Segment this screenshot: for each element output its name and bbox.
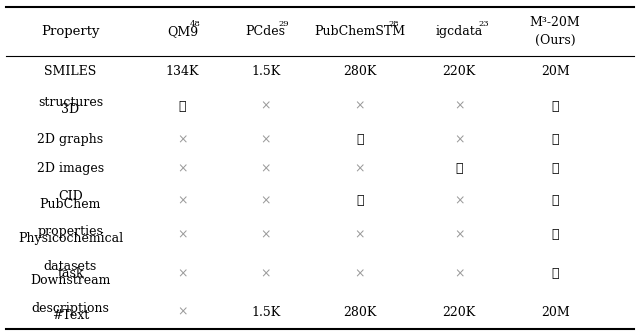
Text: ×: × [177,162,188,175]
Text: properties: properties [38,225,103,238]
Text: ✓: ✓ [552,267,559,280]
Text: 23: 23 [479,20,489,28]
Text: SMILES: SMILES [44,66,97,78]
Text: igcdata: igcdata [436,25,483,38]
Text: ×: × [454,133,465,146]
Text: ×: × [177,194,188,207]
Text: ✓: ✓ [552,228,559,241]
Text: ×: × [355,228,365,241]
Text: #Text: #Text [52,309,89,322]
Text: ×: × [260,100,271,113]
Text: task: task [57,267,84,280]
Text: descriptions: descriptions [31,302,109,315]
Text: QM9: QM9 [167,25,198,38]
Text: ×: × [260,194,271,207]
Text: ✓: ✓ [552,162,559,175]
Text: ✓: ✓ [552,133,559,146]
Text: 220K: 220K [443,306,476,319]
Text: 134K: 134K [166,66,199,78]
Text: M³-20M: M³-20M [530,16,580,29]
Text: ×: × [454,100,465,113]
Text: PubChem: PubChem [40,198,101,211]
Text: ×: × [177,228,188,241]
Text: 220K: 220K [443,66,476,78]
Text: ×: × [355,100,365,113]
Text: 48: 48 [189,20,200,28]
Text: 20M: 20M [541,66,570,78]
Text: ×: × [177,306,188,319]
Text: CID: CID [58,191,83,203]
Text: 29: 29 [279,20,289,28]
Text: 20M: 20M [541,306,570,319]
Text: 280K: 280K [343,66,377,78]
Text: 1.5K: 1.5K [251,66,280,78]
Text: 1.5K: 1.5K [251,306,280,319]
Text: (Ours): (Ours) [535,34,575,46]
Text: ×: × [260,228,271,241]
Text: ✓: ✓ [356,133,364,146]
Text: ×: × [355,267,365,280]
Text: 280K: 280K [343,306,377,319]
Text: ✓: ✓ [552,194,559,207]
Text: ✓: ✓ [552,100,559,113]
Text: PCdes: PCdes [246,25,285,38]
Text: 3D: 3D [61,103,79,117]
Text: ×: × [260,267,271,280]
Text: structures: structures [38,96,103,109]
Text: ×: × [260,133,271,146]
Text: ✓: ✓ [179,100,186,113]
Text: ×: × [454,228,465,241]
Text: 2D images: 2D images [37,162,104,175]
Text: ×: × [454,267,465,280]
Text: Downstream: Downstream [30,275,111,287]
Text: Physicochemical: Physicochemical [18,232,123,245]
Text: datasets: datasets [44,260,97,272]
Text: 28: 28 [388,20,399,28]
Text: ×: × [355,162,365,175]
Text: PubChemSTM: PubChemSTM [314,25,406,38]
Text: ×: × [177,267,188,280]
Text: ×: × [260,162,271,175]
Text: ×: × [454,194,465,207]
Text: ✓: ✓ [456,162,463,175]
Text: Property: Property [41,25,100,38]
Text: ×: × [177,133,188,146]
Text: 2D graphs: 2D graphs [37,133,104,146]
Text: ✓: ✓ [356,194,364,207]
